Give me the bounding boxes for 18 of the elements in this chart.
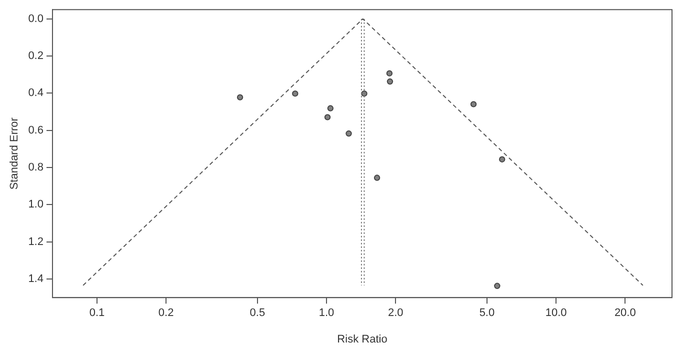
y-tick-label: 1.2: [28, 236, 44, 248]
y-axis-title: Standard Error: [8, 117, 21, 190]
y-tick-label: 1.0: [28, 198, 44, 211]
y-tick-label: 1.4: [28, 273, 44, 286]
x-tick-label: 2.0: [388, 307, 404, 320]
x-tick-label: 0.2: [158, 307, 174, 320]
x-tick-label: 10.0: [545, 307, 567, 320]
x-tick-label: 1.0: [318, 307, 334, 320]
x-tick-label: 0.5: [250, 307, 266, 320]
y-tick-label: 0.6: [28, 124, 44, 136]
x-tick-label: 0.1: [89, 307, 105, 320]
y-tick-label: 0.4: [28, 87, 44, 100]
x-tick-label: 5.0: [479, 307, 495, 320]
y-tick-label: 0.2: [28, 50, 44, 62]
x-tick-label: 20.0: [614, 307, 636, 320]
x-axis-title: Risk Ratio: [337, 333, 388, 346]
y-tick-label: 0.0: [28, 12, 44, 25]
y-tick-label: 0.8: [28, 162, 44, 174]
